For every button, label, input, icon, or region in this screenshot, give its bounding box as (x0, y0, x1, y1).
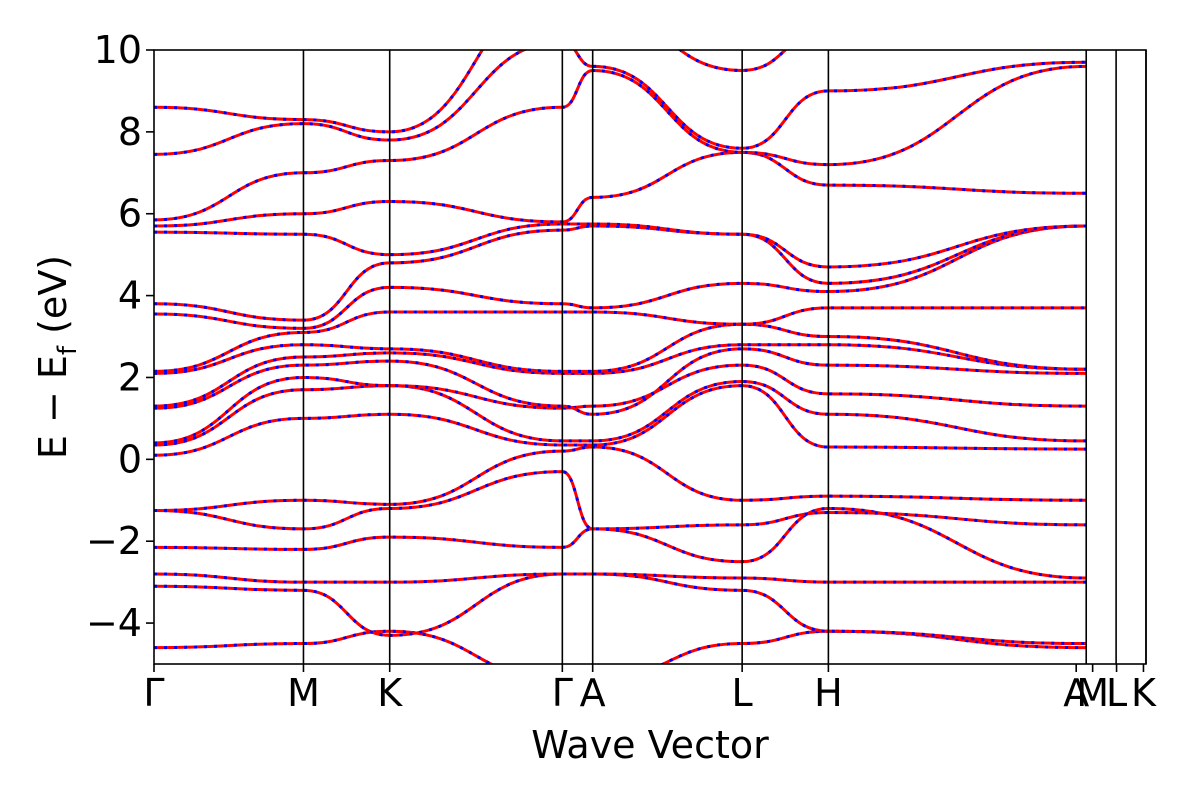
x-tick-label: A (1063, 671, 1089, 715)
y-axis-ticks: −4 −2 0 2 4 6 8 10 (86, 28, 154, 645)
x-tick-label: K (1131, 671, 1157, 715)
y-axis-label-main: E − E (31, 355, 75, 459)
band-line-dashed (154, 445, 1087, 512)
y-tick-label: 6 (118, 192, 142, 236)
band-line-dashed (154, 222, 1087, 269)
y-tick-label: 0 (118, 437, 142, 481)
x-tick-label: M (1076, 671, 1109, 715)
x-tick-label: L (732, 671, 753, 715)
x-tick-label: Γ (552, 671, 573, 715)
band-line-dashed (154, 150, 1087, 228)
band-line-solid (154, 224, 1087, 322)
y-axis-label: E − Ef (eV) (31, 255, 83, 459)
band-line-dashed (154, 64, 1087, 222)
band-line-dashed (154, 224, 1087, 330)
band-line-dashed (154, 384, 1087, 457)
y-axis-label-unit: (eV) (31, 255, 75, 346)
y-axis-label-subscript: f (53, 345, 83, 355)
x-tick-label: A (580, 671, 606, 715)
x-tick-label: M (287, 671, 320, 715)
x-axis-ticks: Γ M K Γ A L H AML K (143, 664, 1157, 715)
band-line-solid (154, 50, 788, 134)
x-tick-label: H (814, 671, 843, 715)
plot-frame (153, 49, 1147, 665)
band-line-solid (154, 572, 1087, 584)
x-tick-label: K (377, 671, 403, 715)
y-tick-label: 10 (94, 28, 142, 72)
x-tick-label: L (1106, 671, 1127, 715)
y-tick-label: 2 (118, 355, 142, 399)
y-tick-label: −4 (86, 601, 142, 645)
x-tick-label: Γ (143, 671, 164, 715)
y-tick-label: −2 (86, 519, 142, 563)
y-tick-label: 4 (118, 274, 142, 318)
y-tick-label: 8 (118, 110, 142, 154)
band-line-solid (154, 322, 1087, 375)
band-line-dashed (154, 347, 1087, 416)
x-axis-label: Wave Vector (531, 723, 769, 767)
band-line-dashed (154, 470, 1087, 531)
